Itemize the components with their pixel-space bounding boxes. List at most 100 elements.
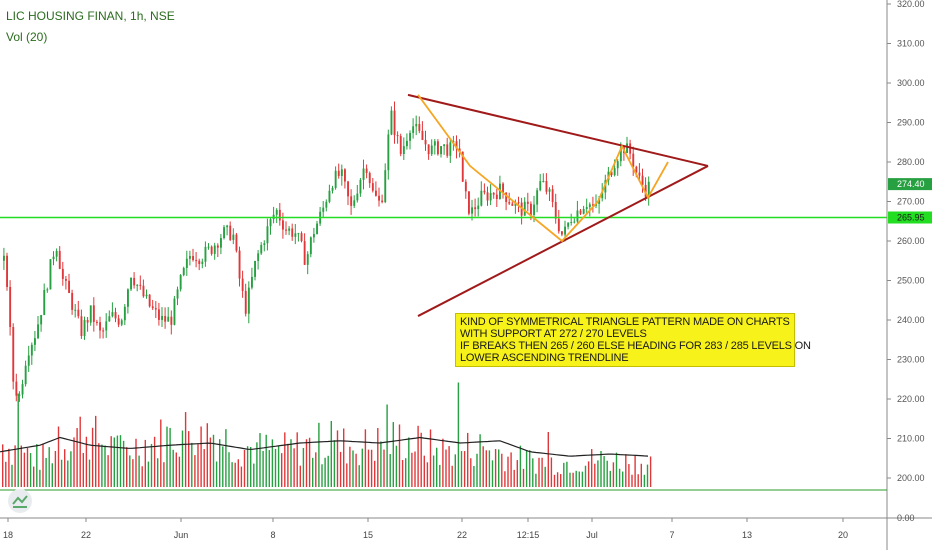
candle-up [490,193,492,201]
candle-down [496,195,498,199]
candle-down [229,226,231,240]
volume-bar [216,461,217,487]
candle-down [279,210,281,220]
volume-bar [486,450,487,487]
candle-up [533,205,535,215]
candle-down [372,183,374,191]
volume-bar [517,460,518,487]
volume-bar [312,458,313,487]
volume-bar [204,449,205,487]
volume-bar [126,447,127,487]
candle-up [223,227,225,238]
volume-bar [318,423,319,487]
trendline-upper [408,95,708,166]
volume-bar [287,444,288,487]
volume-bar [104,446,105,487]
volume-bar [148,462,149,487]
candle-up [360,180,362,194]
volume-bar [80,417,81,487]
volume-bar [182,431,183,487]
volume-bar [321,464,322,487]
volume-bar [551,457,552,487]
price-tick-label: 270.00 [897,197,925,207]
time-tick-label: 18 [3,530,13,540]
candle-up [220,238,222,248]
candle-up [477,206,479,209]
volume-bar [616,453,617,487]
candle-down [378,196,380,201]
candle-down [484,191,486,193]
candle-up [586,207,588,209]
volume-bar [231,462,232,487]
volume-bar [45,458,46,487]
volume-bar [603,456,604,487]
candle-down [493,193,495,195]
candle-down [133,278,135,285]
volume-bar [163,462,164,487]
volume-bar [436,448,437,487]
candle-down [65,279,67,281]
volume-bar [510,452,511,487]
price-tick-label: 230.00 [897,355,925,365]
volume-bar [132,459,133,487]
note-line-3: IF BREAKS THEN 265 / 260 ELSE HEADING FO… [460,340,794,352]
volume-bar [188,431,189,487]
volume-bar [33,467,34,487]
candle-down [418,124,420,131]
volume-bar [259,433,260,487]
volume-bar [18,394,19,488]
note-line-2: WITH SUPPORT AT 272 / 270 LEVELS [460,328,794,340]
volume-bar [225,429,226,487]
volume-bar [67,461,68,487]
candle-down [164,316,166,322]
candle-up [37,324,39,338]
candle-down [425,140,427,144]
volume-bar [154,437,155,487]
volume-bar [101,445,102,487]
volume-bar [368,450,369,487]
time-tick-label: Jun [174,530,189,540]
candle-up [53,257,55,259]
annotation-note[interactable]: KIND OF SYMMETRICAL TRIANGLE PATTERN MAD… [455,313,795,367]
candle-down [546,181,548,192]
candle-down [347,182,349,197]
volume-bar [442,439,443,487]
volume-bar [359,465,360,487]
volume-bar [135,439,136,487]
candle-down [558,219,560,232]
candle-up [124,307,126,321]
candle-up [335,171,337,188]
candle-down [511,204,513,206]
candle-up [34,338,36,345]
volume-bar [445,450,446,487]
volume-bar [582,472,583,487]
candle-down [397,135,399,136]
volume-bar [619,469,620,487]
volume-bar [600,451,601,487]
volume-bar [222,446,223,487]
candle-up [415,124,417,126]
volume-bar [194,455,195,487]
candle-up [267,226,269,243]
volume-bar [535,474,536,487]
volume-bar [483,446,484,487]
candle-up [471,207,473,213]
volume-indicator-label[interactable]: Vol (20) [6,30,47,44]
candle-down [71,293,73,310]
price-tick-label: 210.00 [897,434,925,444]
volume-bar [380,441,381,487]
volume-bar [495,449,496,487]
candle-down [155,308,157,309]
candle-down [366,169,368,173]
candle-up [121,320,123,324]
candle-down [68,281,70,293]
volume-bar [489,450,490,487]
tradingview-logo-icon[interactable] [8,489,32,513]
candle-up [232,235,234,240]
volume-bar [498,449,499,487]
candle-up [257,253,259,261]
volume-bar [173,450,174,487]
candle-up [130,278,132,289]
note-line-4: LOWER ASCENDING TRENDLINE [460,352,794,364]
